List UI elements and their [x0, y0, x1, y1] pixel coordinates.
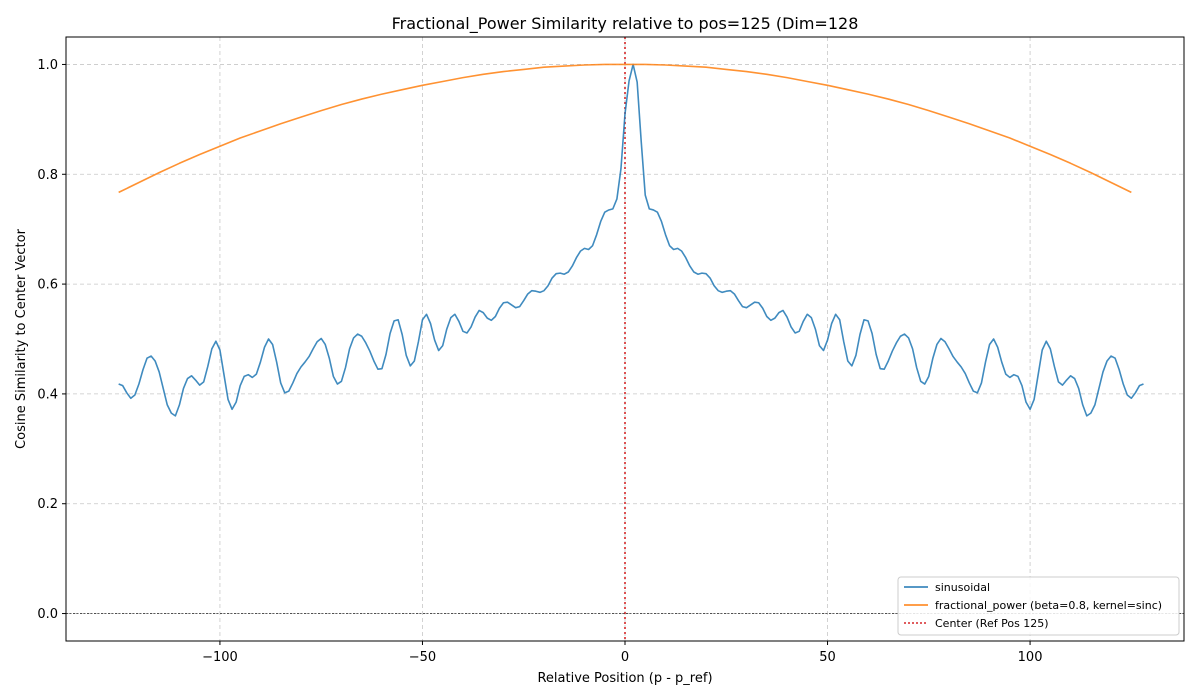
x-axis-ticks: −100 −50 0 50 100	[202, 641, 1042, 665]
y-tick-label: 0.4	[37, 387, 58, 402]
x-tick-label: −50	[409, 650, 436, 665]
y-tick-label: 0.8	[37, 168, 58, 183]
series-line-fractional-power	[118, 63, 1132, 194]
legend-label: sinusoidal	[935, 581, 990, 594]
y-tick-label: 0.6	[37, 278, 58, 293]
chart-title: Fractional_Power Similarity relative to …	[392, 14, 859, 34]
y-tick-label: 0.2	[37, 497, 58, 512]
y-axis-label: Cosine Similarity to Center Vector	[14, 228, 29, 449]
x-axis-label: Relative Position (p - p_ref)	[537, 671, 712, 686]
y-tick-label: 1.0	[37, 58, 58, 73]
series-lines	[118, 63, 1144, 417]
y-axis-ticks: 0.0 0.2 0.4 0.6 0.8 1.0	[37, 58, 66, 622]
x-tick-label: −100	[202, 650, 238, 665]
legend-box	[897, 576, 1180, 636]
x-tick-label: 50	[819, 650, 836, 665]
legend-label: fractional_power (beta=0.8, kernel=sinc)	[935, 599, 1162, 612]
x-tick-label: 100	[1018, 650, 1043, 665]
y-tick-label: 0.0	[37, 607, 58, 622]
series-line-sinusoidal	[118, 63, 1144, 417]
x-tick-label: 0	[621, 650, 629, 665]
legend-label: Center (Ref Pos 125)	[935, 617, 1049, 630]
legend: sinusoidal fractional_power (beta=0.8, ke…	[897, 576, 1180, 636]
